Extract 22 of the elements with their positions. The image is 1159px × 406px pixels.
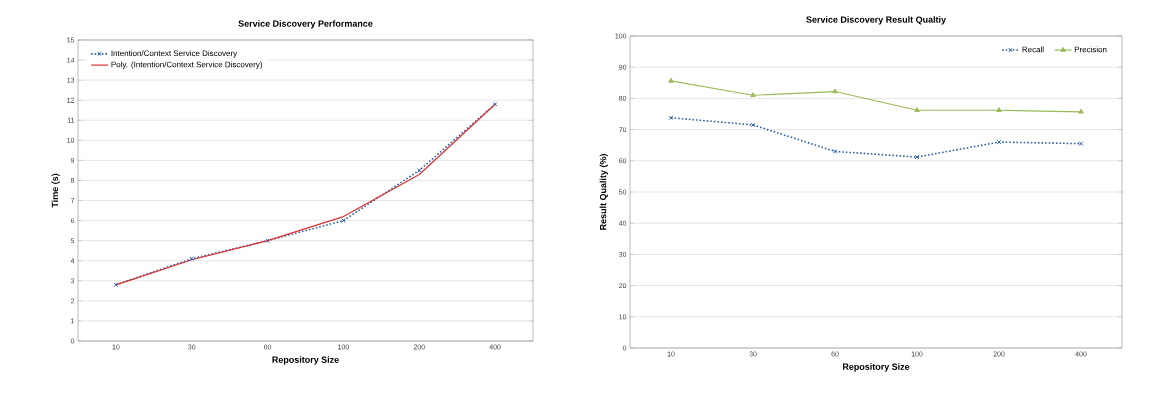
point <box>113 282 119 288</box>
point <box>750 122 756 128</box>
point <box>492 101 498 107</box>
point <box>832 88 838 94</box>
point <box>189 256 195 262</box>
point <box>1078 141 1084 146</box>
y-axis-title: Time (s) <box>51 173 60 208</box>
point <box>265 238 270 243</box>
point <box>996 107 1002 113</box>
chart-title: Service Discovery Performance <box>238 20 373 29</box>
chart-title: Service Discovery Result Qualtiy <box>806 16 946 25</box>
point <box>416 168 422 173</box>
point <box>750 92 756 98</box>
point <box>341 218 346 223</box>
point <box>914 107 920 113</box>
x-axis-title: Repository Size <box>272 356 339 365</box>
x-axis-title: Repository Size <box>842 363 910 372</box>
point <box>832 149 838 154</box>
point <box>668 115 674 121</box>
point <box>668 77 674 83</box>
point <box>1078 108 1084 114</box>
y-axis-title: Result Quality (%) <box>599 154 609 230</box>
